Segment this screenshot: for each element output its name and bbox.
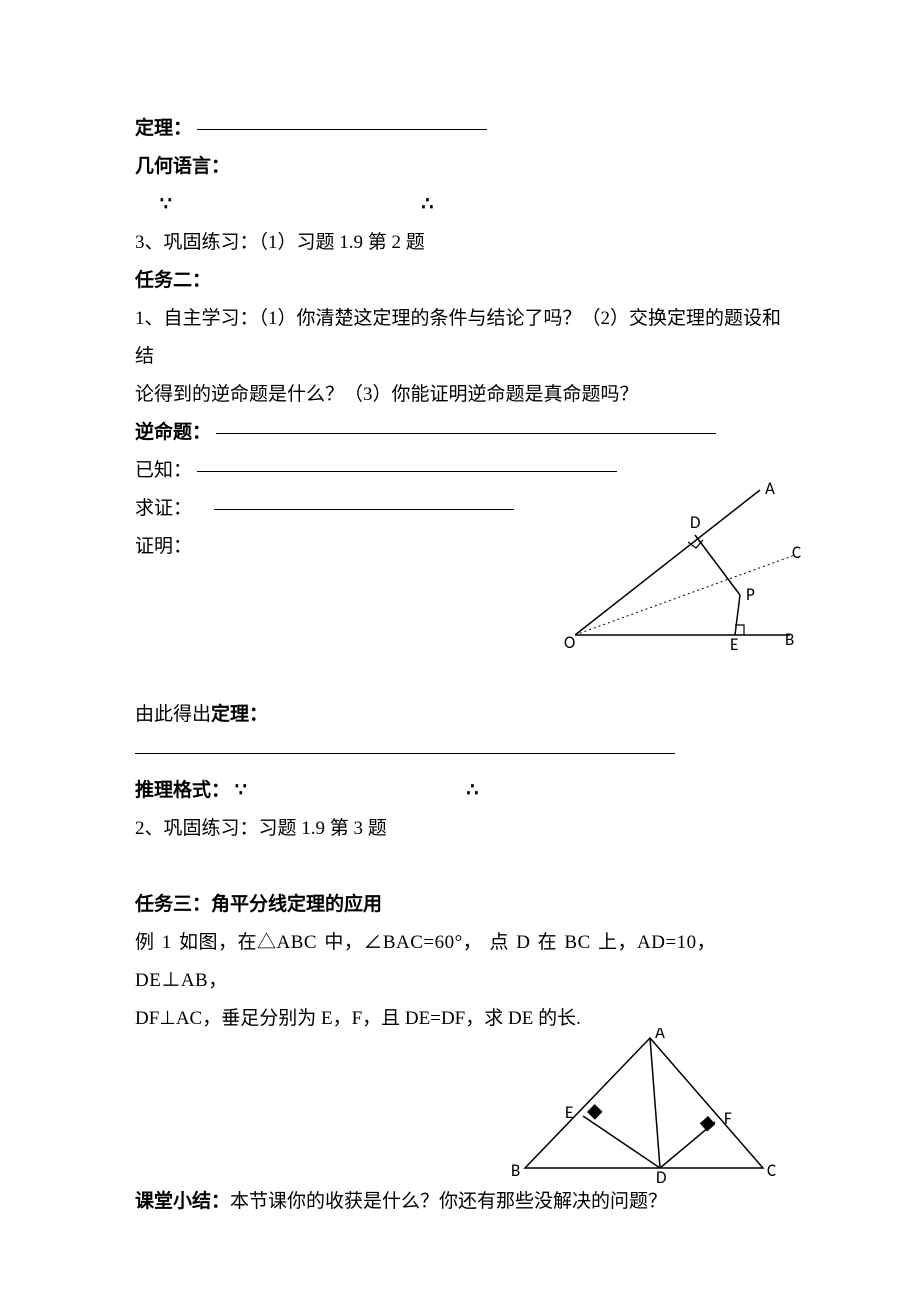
inverse-line: 逆命题： [135, 414, 790, 452]
result-prefix: 由此得出 [135, 704, 211, 725]
result-line: 由此得出定理： [135, 696, 790, 772]
because-symbol-2: ∵ [235, 772, 247, 810]
prove-blank [214, 509, 514, 510]
fig1-label-o: O [564, 632, 575, 653]
theorem-blank [197, 129, 487, 130]
fig1-label-b: B [785, 629, 794, 650]
format-row: 推理格式： ∵ ∴ [135, 772, 790, 810]
task2-p2: 论得到的逆命题是什么？（3）你能证明逆命题是真命题吗？ [135, 376, 790, 414]
fig1-label-a: A [765, 480, 775, 499]
format-label: 推理格式： [135, 780, 230, 801]
inverse-label: 逆命题： [135, 422, 211, 443]
fig1-label-p: P [746, 584, 755, 605]
therefore-symbol-2: ∴ [466, 772, 478, 810]
spacer-2 [135, 848, 790, 886]
inverse-blank [216, 433, 716, 434]
summary-label: 课堂小结： [135, 1191, 230, 1212]
fig2-label-c: C [767, 1160, 776, 1181]
task2-p1: 1、自主学习：（1）你清楚这定理的条件与结论了吗？（2）交换定理的题设和结 [135, 300, 790, 376]
result-bold: 定理： [211, 704, 268, 725]
theorem-line: 定理： [135, 110, 790, 148]
fig2-label-f: F [724, 1108, 732, 1129]
geom-lang-label: 几何语言： [135, 156, 230, 177]
prove-label: 求证： [135, 498, 192, 519]
task2-heading: 任务二： [135, 262, 790, 300]
practice-2: 2、巩固练习：习题 1.9 第 3 题 [135, 810, 790, 848]
fig1-label-c: C [792, 542, 801, 563]
fig2-label-e: E [565, 1102, 573, 1123]
figure-triangle: A B C D E F [505, 1028, 785, 1183]
geom-lang-label-line: 几何语言： [135, 148, 790, 186]
because-therefore-row-1: ∵ ∴ [135, 186, 790, 224]
theorem-label: 定理： [135, 118, 192, 139]
because-symbol: ∵ [160, 186, 172, 224]
summary-text: 本节课你的收获是什么？你还有那些没解决的问题？ [230, 1191, 667, 1212]
prove-and-fig-wrap: 求证： 证明： A B C D E O P [135, 490, 790, 566]
summary-line: 课堂小结：本节课你的收获是什么？你还有那些没解决的问题？ [135, 1183, 790, 1221]
fig2-label-b: B [511, 1160, 520, 1181]
task3-heading: 任务三：角平分线定理的应用 [135, 886, 790, 924]
fig2-label-d: D [656, 1167, 666, 1183]
result-blank [135, 753, 675, 754]
known-label: 已知： [135, 460, 192, 481]
known-blank [197, 471, 617, 472]
practice-1: 3、巩固练习：（1）习题 1.9 第 2 题 [135, 224, 790, 262]
fig1-label-e: E [730, 634, 738, 655]
figure-angle-bisector: A B C D E O P [560, 480, 805, 655]
fig2-label-a: A [655, 1028, 665, 1043]
therefore-symbol: ∴ [421, 186, 433, 224]
proof-label: 证明： [135, 536, 192, 557]
fig1-label-d: D [690, 512, 700, 533]
example1-l1: 例 1 如图，在△ABC 中，∠BAC=60°， 点 D 在 BC 上，AD=1… [135, 924, 790, 1000]
